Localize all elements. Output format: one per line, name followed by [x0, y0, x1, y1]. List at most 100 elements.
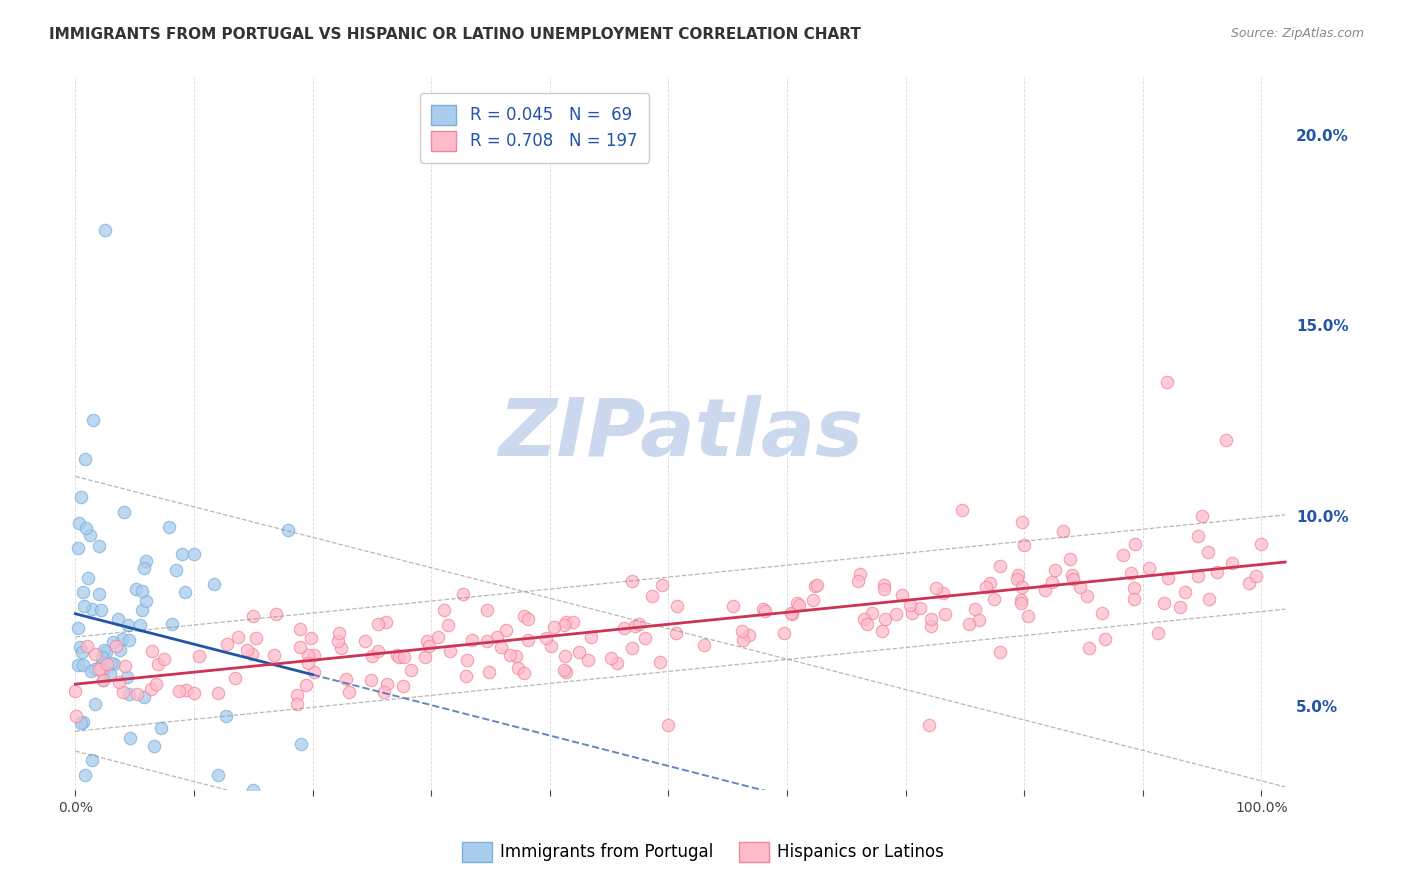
Point — [135, 554, 157, 568]
Point — [302, 648, 325, 663]
Point — [145, 677, 167, 691]
Point — [329, 641, 352, 656]
Point — [920, 611, 942, 625]
Point — [957, 617, 980, 632]
Point — [1187, 569, 1209, 583]
Point — [264, 607, 287, 622]
Point — [1059, 552, 1081, 566]
Point — [787, 598, 810, 612]
Point — [1197, 544, 1219, 558]
Point — [950, 503, 973, 517]
Point — [360, 673, 382, 687]
Point — [69, 640, 91, 655]
Point — [1156, 376, 1178, 390]
Point — [354, 633, 377, 648]
Point — [437, 618, 460, 632]
Point — [555, 615, 578, 630]
Point — [360, 649, 382, 664]
Point — [96, 657, 118, 671]
Point — [66, 621, 89, 635]
Point — [1007, 568, 1029, 582]
Point — [367, 616, 389, 631]
Point — [891, 588, 914, 602]
Point — [73, 768, 96, 782]
Point — [1237, 575, 1260, 590]
Point — [1010, 596, 1032, 610]
Point — [1206, 566, 1229, 580]
Point — [87, 539, 110, 553]
Point — [873, 611, 896, 625]
Point — [650, 655, 672, 669]
Point — [1137, 561, 1160, 575]
Point — [112, 685, 135, 699]
Point — [664, 626, 686, 640]
Point — [388, 650, 411, 665]
Point — [70, 490, 93, 504]
Point — [224, 671, 246, 685]
Point — [478, 665, 501, 680]
Point — [651, 578, 673, 592]
Point — [540, 639, 562, 653]
Point — [242, 783, 264, 797]
Point — [101, 635, 124, 649]
Point — [392, 650, 415, 665]
Point — [1174, 585, 1197, 599]
Legend: R = 0.045   N =  69, R = 0.708   N = 197: R = 0.045 N = 69, R = 0.708 N = 197 — [420, 93, 650, 162]
Point — [491, 640, 513, 654]
Point — [534, 631, 557, 645]
Point — [84, 647, 107, 661]
Point — [183, 547, 205, 561]
Point — [73, 599, 96, 613]
Point — [1157, 571, 1180, 585]
Point — [337, 685, 360, 699]
Point — [918, 718, 941, 732]
Point — [908, 601, 931, 615]
Point — [157, 520, 180, 534]
Point — [65, 683, 87, 698]
Point — [1033, 582, 1056, 597]
Point — [141, 644, 163, 658]
Point — [846, 574, 869, 589]
Point — [96, 795, 118, 809]
Point — [152, 652, 174, 666]
Point — [84, 662, 107, 676]
Point — [508, 661, 530, 675]
Point — [167, 684, 190, 698]
Point — [328, 634, 350, 648]
Point — [118, 731, 141, 745]
Point — [477, 603, 499, 617]
Point — [657, 718, 679, 732]
Text: IMMIGRANTS FROM PORTUGAL VS HISPANIC OR LATINO UNEMPLOYMENT CORRELATION CHART: IMMIGRANTS FROM PORTUGAL VS HISPANIC OR … — [49, 27, 860, 42]
Point — [806, 577, 828, 591]
Point — [146, 657, 169, 671]
Point — [1094, 632, 1116, 646]
Point — [328, 625, 350, 640]
Point — [856, 617, 879, 632]
Point — [576, 653, 599, 667]
Point — [426, 630, 449, 644]
Point — [72, 584, 94, 599]
Point — [299, 631, 322, 645]
Point — [142, 739, 165, 753]
Point — [70, 716, 93, 731]
Point — [754, 604, 776, 618]
Point — [495, 623, 517, 637]
Point — [207, 768, 229, 782]
Point — [439, 644, 461, 658]
Point — [848, 567, 870, 582]
Point — [1017, 609, 1039, 624]
Text: ZIPatlas: ZIPatlas — [498, 395, 863, 473]
Point — [432, 603, 454, 617]
Point — [295, 678, 318, 692]
Point — [1045, 563, 1067, 577]
Point — [76, 571, 98, 585]
Point — [454, 669, 477, 683]
Point — [114, 659, 136, 673]
Point — [641, 589, 664, 603]
Point — [399, 663, 422, 677]
Point — [129, 618, 152, 632]
Point — [112, 505, 135, 519]
Point — [1010, 593, 1032, 607]
Point — [901, 606, 924, 620]
Point — [93, 665, 115, 679]
